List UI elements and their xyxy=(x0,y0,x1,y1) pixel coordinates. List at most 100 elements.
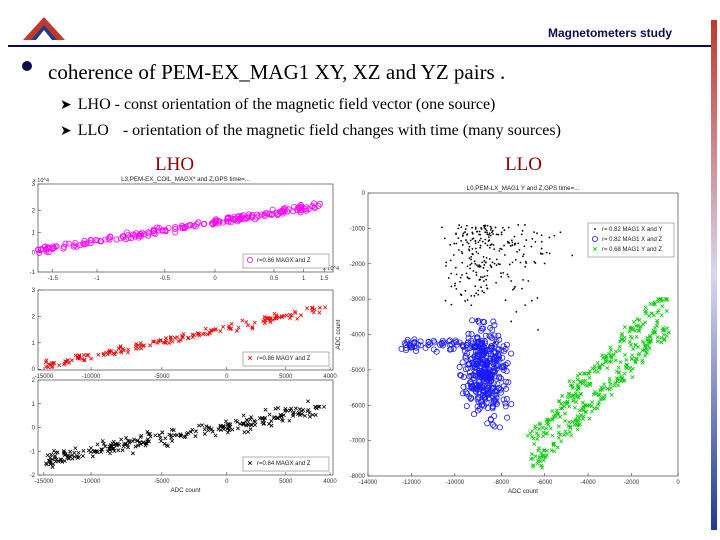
data-point xyxy=(513,235,516,238)
data-point xyxy=(264,316,269,321)
data-point xyxy=(289,313,294,318)
data-point xyxy=(474,262,477,265)
data-point xyxy=(268,316,273,321)
data-point xyxy=(483,360,490,367)
data-point xyxy=(614,369,619,374)
data-point xyxy=(226,424,231,429)
data-point xyxy=(260,416,265,421)
data-point xyxy=(475,407,482,414)
data-point xyxy=(475,382,482,389)
item-text: - const orientation of the magnetic fiel… xyxy=(114,96,496,113)
data-point xyxy=(472,364,479,371)
data-point xyxy=(53,450,58,455)
data-point xyxy=(522,253,525,256)
data-point xyxy=(521,287,523,290)
data-point xyxy=(489,244,492,247)
data-point xyxy=(582,371,586,376)
x-tick-label: -2000 xyxy=(624,480,640,486)
data-point xyxy=(291,412,296,416)
data-point xyxy=(493,354,500,361)
data-point xyxy=(274,212,281,219)
data-point xyxy=(98,238,105,245)
data-point xyxy=(281,206,288,213)
data-point xyxy=(46,458,51,463)
data-point xyxy=(240,318,245,323)
data-point xyxy=(485,376,492,383)
data-point xyxy=(566,391,571,396)
data-point xyxy=(269,418,274,423)
data-point xyxy=(489,405,496,412)
data-point xyxy=(291,203,298,210)
data-point xyxy=(463,403,470,410)
data-point xyxy=(118,344,123,349)
data-point xyxy=(260,420,265,425)
data-point xyxy=(474,385,481,392)
data-point xyxy=(524,265,527,268)
data-point xyxy=(544,448,549,453)
data-point xyxy=(618,360,623,365)
data-point xyxy=(252,216,259,223)
data-point xyxy=(170,339,175,344)
data-point xyxy=(665,297,670,302)
data-point xyxy=(310,305,315,310)
data-point xyxy=(483,291,485,294)
data-point xyxy=(651,328,656,333)
data-point xyxy=(129,231,136,238)
data-point xyxy=(178,433,183,438)
data-point xyxy=(637,351,642,356)
data-point xyxy=(555,445,560,450)
data-point xyxy=(507,240,509,243)
data-point xyxy=(278,412,283,417)
data-point xyxy=(533,454,538,459)
data-point xyxy=(202,331,207,336)
legend-entry: r=0.86 MAGY and Z xyxy=(257,356,311,362)
data-point xyxy=(498,347,505,354)
data-point xyxy=(488,345,495,352)
data-point xyxy=(466,299,469,301)
data-point xyxy=(291,410,296,415)
data-point xyxy=(233,418,238,423)
data-point xyxy=(483,264,486,266)
data-point xyxy=(474,358,481,365)
data-point xyxy=(398,345,405,352)
data-point xyxy=(477,293,480,296)
col-title-llo: LLO xyxy=(505,154,542,175)
data-point xyxy=(302,205,309,212)
data-point xyxy=(138,442,143,447)
data-point xyxy=(297,407,302,412)
data-point xyxy=(567,429,572,434)
data-point xyxy=(120,234,127,241)
data-point xyxy=(502,403,509,410)
data-point xyxy=(616,365,621,370)
data-point xyxy=(556,435,561,440)
data-point xyxy=(445,261,448,264)
data-point xyxy=(471,226,474,229)
data-point xyxy=(445,338,452,345)
data-point xyxy=(121,444,126,449)
data-point xyxy=(212,219,219,226)
data-point xyxy=(492,354,499,361)
data-point xyxy=(50,364,55,369)
data-point xyxy=(494,362,501,369)
x-tick-label: 1.5 xyxy=(320,276,329,282)
data-point xyxy=(495,281,498,284)
data-point xyxy=(229,326,234,331)
data-point xyxy=(460,239,463,242)
data-point xyxy=(86,448,91,453)
data-point xyxy=(474,381,481,388)
data-point xyxy=(248,427,253,432)
data-point xyxy=(640,360,645,365)
data-point xyxy=(474,403,481,410)
data-point xyxy=(156,224,163,231)
data-point xyxy=(275,416,280,421)
data-point xyxy=(464,350,471,357)
data-point xyxy=(221,324,226,329)
data-point xyxy=(615,376,620,381)
data-point xyxy=(597,393,602,398)
data-point xyxy=(485,373,492,380)
data-point xyxy=(467,379,474,386)
data-point xyxy=(644,338,649,343)
data-point xyxy=(640,322,645,327)
data-point xyxy=(609,359,614,364)
data-point xyxy=(108,444,113,449)
